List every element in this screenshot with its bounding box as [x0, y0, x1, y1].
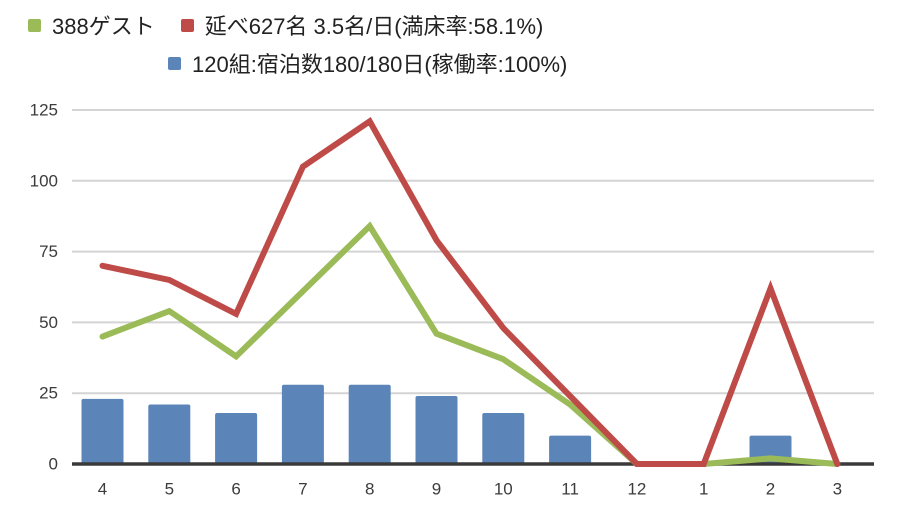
x-tick-label-4: 4: [98, 480, 107, 499]
x-tick-label-6: 6: [231, 480, 240, 499]
legend-label-groups: 120組:宿泊数180/180日(稼働率:100%): [192, 52, 568, 77]
y-tick-label-25: 25: [39, 384, 58, 403]
x-tick-label-12: 12: [627, 480, 646, 499]
legend-item-total-persons: 延べ627名 3.5名/日(満床率:58.1%): [180, 9, 544, 41]
bar-month-10: [482, 413, 525, 464]
y-tick-label-100: 100: [30, 171, 58, 190]
bar-month-7: [281, 384, 324, 464]
x-tick-label-10: 10: [494, 480, 513, 499]
y-tick-label-50: 50: [39, 313, 58, 332]
x-tick-label-11: 11: [561, 480, 579, 499]
x-tick-label-1: 1: [699, 480, 708, 499]
x-tick-label-3: 3: [833, 480, 842, 499]
bar-month-4: [81, 398, 124, 464]
groups-series-swatch-icon: [168, 56, 181, 70]
x-tick-label-9: 9: [432, 480, 441, 499]
x-tick-label-7: 7: [298, 480, 307, 499]
y-tick-label-75: 75: [39, 242, 58, 261]
bar-month-8: [348, 384, 391, 464]
legend-row-2: 120組:宿泊数180/180日(稼働率:100%): [168, 44, 904, 82]
legend-item-groups: 120組:宿泊数180/180日(稼働率:100%): [168, 47, 567, 79]
legend-label-total-persons: 延べ627名 3.5名/日(満床率:58.1%): [204, 14, 544, 39]
legend-label-guests: 388ゲスト: [52, 14, 155, 39]
bar-month-9: [415, 396, 458, 464]
guests-series-swatch-icon: [28, 18, 41, 32]
guests-line: [99, 221, 841, 467]
bar-month-11: [549, 435, 592, 464]
y-tick-label-0: 0: [49, 455, 58, 474]
y-tick-label-125: 125: [30, 101, 58, 120]
legend-item-guests: 388ゲスト: [28, 9, 155, 41]
total-persons-series-swatch-icon: [180, 18, 194, 32]
x-tick-label-5: 5: [165, 480, 174, 499]
total-persons-line: [99, 117, 841, 467]
legend-row-1: 388ゲスト 延べ627名 3.5名/日(満床率:58.1%): [28, 6, 904, 44]
x-tick-label-8: 8: [365, 480, 374, 499]
chart-legend: 388ゲスト 延べ627名 3.5名/日(満床率:58.1%) 120組:宿泊数…: [0, 6, 904, 82]
x-tick-label-2: 2: [766, 480, 775, 499]
bar-month-6: [215, 413, 258, 464]
bar-month-5: [148, 404, 191, 464]
